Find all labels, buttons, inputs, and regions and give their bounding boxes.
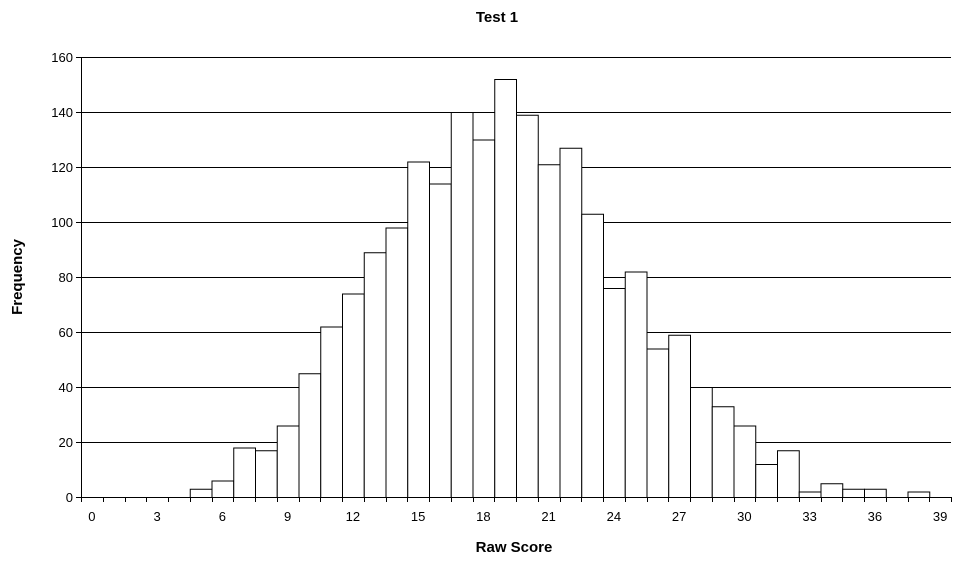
histogram-bar bbox=[450, 112, 474, 498]
histogram-bar bbox=[255, 450, 278, 498]
histogram-bar bbox=[298, 373, 322, 498]
x-tick-label: 18 bbox=[476, 509, 490, 524]
chart-title: Test 1 bbox=[476, 9, 518, 26]
histogram-bar bbox=[516, 114, 539, 498]
histogram-bar bbox=[559, 147, 583, 498]
x-tick-label: 36 bbox=[868, 509, 882, 524]
y-tick-label: 100 bbox=[51, 215, 73, 230]
x-tick-label: 12 bbox=[346, 509, 360, 524]
histogram-bar bbox=[581, 213, 604, 498]
y-tick-label: 120 bbox=[51, 160, 73, 175]
x-tick-label: 3 bbox=[154, 509, 161, 524]
histogram-bar bbox=[864, 488, 887, 498]
histogram-bar bbox=[363, 252, 387, 498]
x-tick-label: 27 bbox=[672, 509, 686, 524]
y-tick-label: 20 bbox=[59, 435, 73, 450]
histogram-bar bbox=[429, 183, 452, 498]
histogram-bar bbox=[320, 326, 343, 498]
histogram-bar bbox=[798, 491, 822, 498]
x-axis-label: Raw Score bbox=[476, 539, 553, 556]
histogram-bar bbox=[342, 293, 365, 498]
histogram-bar bbox=[755, 464, 778, 498]
x-axis-ticks: 0 3 6 9 12 15 18 21 24 27 30 33 36 39 bbox=[81, 497, 952, 524]
histogram-bar bbox=[820, 483, 844, 498]
histogram-bar bbox=[537, 164, 561, 498]
y-tick-label: 40 bbox=[59, 380, 73, 395]
histogram-bar bbox=[624, 271, 648, 498]
histogram-bar bbox=[494, 79, 517, 498]
y-axis-ticks: 0 20 40 60 80 100 120 140 160 bbox=[51, 50, 81, 505]
histogram-bar bbox=[842, 488, 865, 498]
histogram-bar bbox=[603, 288, 626, 498]
x-tick-label: 39 bbox=[933, 509, 947, 524]
x-tick-label: 9 bbox=[284, 509, 291, 524]
x-tick-label: 21 bbox=[541, 509, 555, 524]
histogram-bar bbox=[711, 406, 735, 498]
histogram-bar bbox=[646, 348, 670, 498]
y-tick-label: 60 bbox=[59, 325, 73, 340]
histogram-bar bbox=[668, 334, 691, 498]
x-tick-label: 15 bbox=[411, 509, 425, 524]
histogram-bar bbox=[276, 425, 300, 498]
x-tick-label: 6 bbox=[219, 509, 226, 524]
histogram-bar bbox=[733, 425, 757, 498]
histogram-bar bbox=[233, 447, 256, 498]
x-tick-label: 33 bbox=[802, 509, 816, 524]
histogram-bar bbox=[407, 161, 430, 498]
x-tick-label: 30 bbox=[737, 509, 751, 524]
x-tick-label: 24 bbox=[607, 509, 621, 524]
y-tick-label: 140 bbox=[51, 105, 73, 120]
histogram-bar bbox=[907, 491, 931, 498]
y-tick-label: 80 bbox=[59, 270, 73, 285]
y-tick-label: 0 bbox=[66, 490, 73, 505]
bars bbox=[189, 79, 931, 498]
y-tick-label: 160 bbox=[51, 50, 73, 65]
histogram-bar bbox=[211, 480, 235, 498]
histogram-bar bbox=[189, 488, 213, 498]
histogram-bar bbox=[690, 387, 713, 498]
y-axis-label: Frequency bbox=[9, 238, 26, 315]
histogram-bar bbox=[777, 450, 800, 498]
x-tick-label: 0 bbox=[88, 509, 95, 524]
histogram-bar bbox=[385, 227, 409, 498]
histogram-bar bbox=[472, 139, 496, 498]
